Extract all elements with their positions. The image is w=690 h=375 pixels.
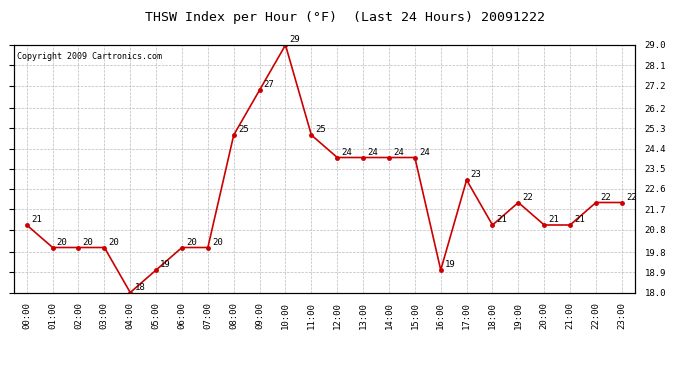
Text: 21: 21 xyxy=(574,215,585,224)
Text: 21: 21 xyxy=(497,215,507,224)
Text: 20: 20 xyxy=(186,238,197,247)
Text: 22: 22 xyxy=(600,193,611,202)
Text: 27: 27 xyxy=(264,80,275,89)
Text: 19: 19 xyxy=(445,260,455,269)
Text: 22: 22 xyxy=(626,193,637,202)
Text: 23: 23 xyxy=(471,170,482,179)
Text: 21: 21 xyxy=(31,215,41,224)
Text: THSW Index per Hour (°F)  (Last 24 Hours) 20091222: THSW Index per Hour (°F) (Last 24 Hours)… xyxy=(145,11,545,24)
Text: 25: 25 xyxy=(315,125,326,134)
Text: 24: 24 xyxy=(367,148,378,157)
Text: 29: 29 xyxy=(290,35,300,44)
Text: 18: 18 xyxy=(135,283,145,292)
Text: 20: 20 xyxy=(212,238,223,247)
Text: 22: 22 xyxy=(522,193,533,202)
Text: 24: 24 xyxy=(419,148,430,157)
Text: Copyright 2009 Cartronics.com: Copyright 2009 Cartronics.com xyxy=(17,53,162,62)
Text: 20: 20 xyxy=(83,238,93,247)
Text: 20: 20 xyxy=(108,238,119,247)
Text: 24: 24 xyxy=(393,148,404,157)
Text: 20: 20 xyxy=(57,238,68,247)
Text: 21: 21 xyxy=(549,215,559,224)
Text: 25: 25 xyxy=(238,125,248,134)
Text: 24: 24 xyxy=(342,148,352,157)
Text: 19: 19 xyxy=(160,260,171,269)
